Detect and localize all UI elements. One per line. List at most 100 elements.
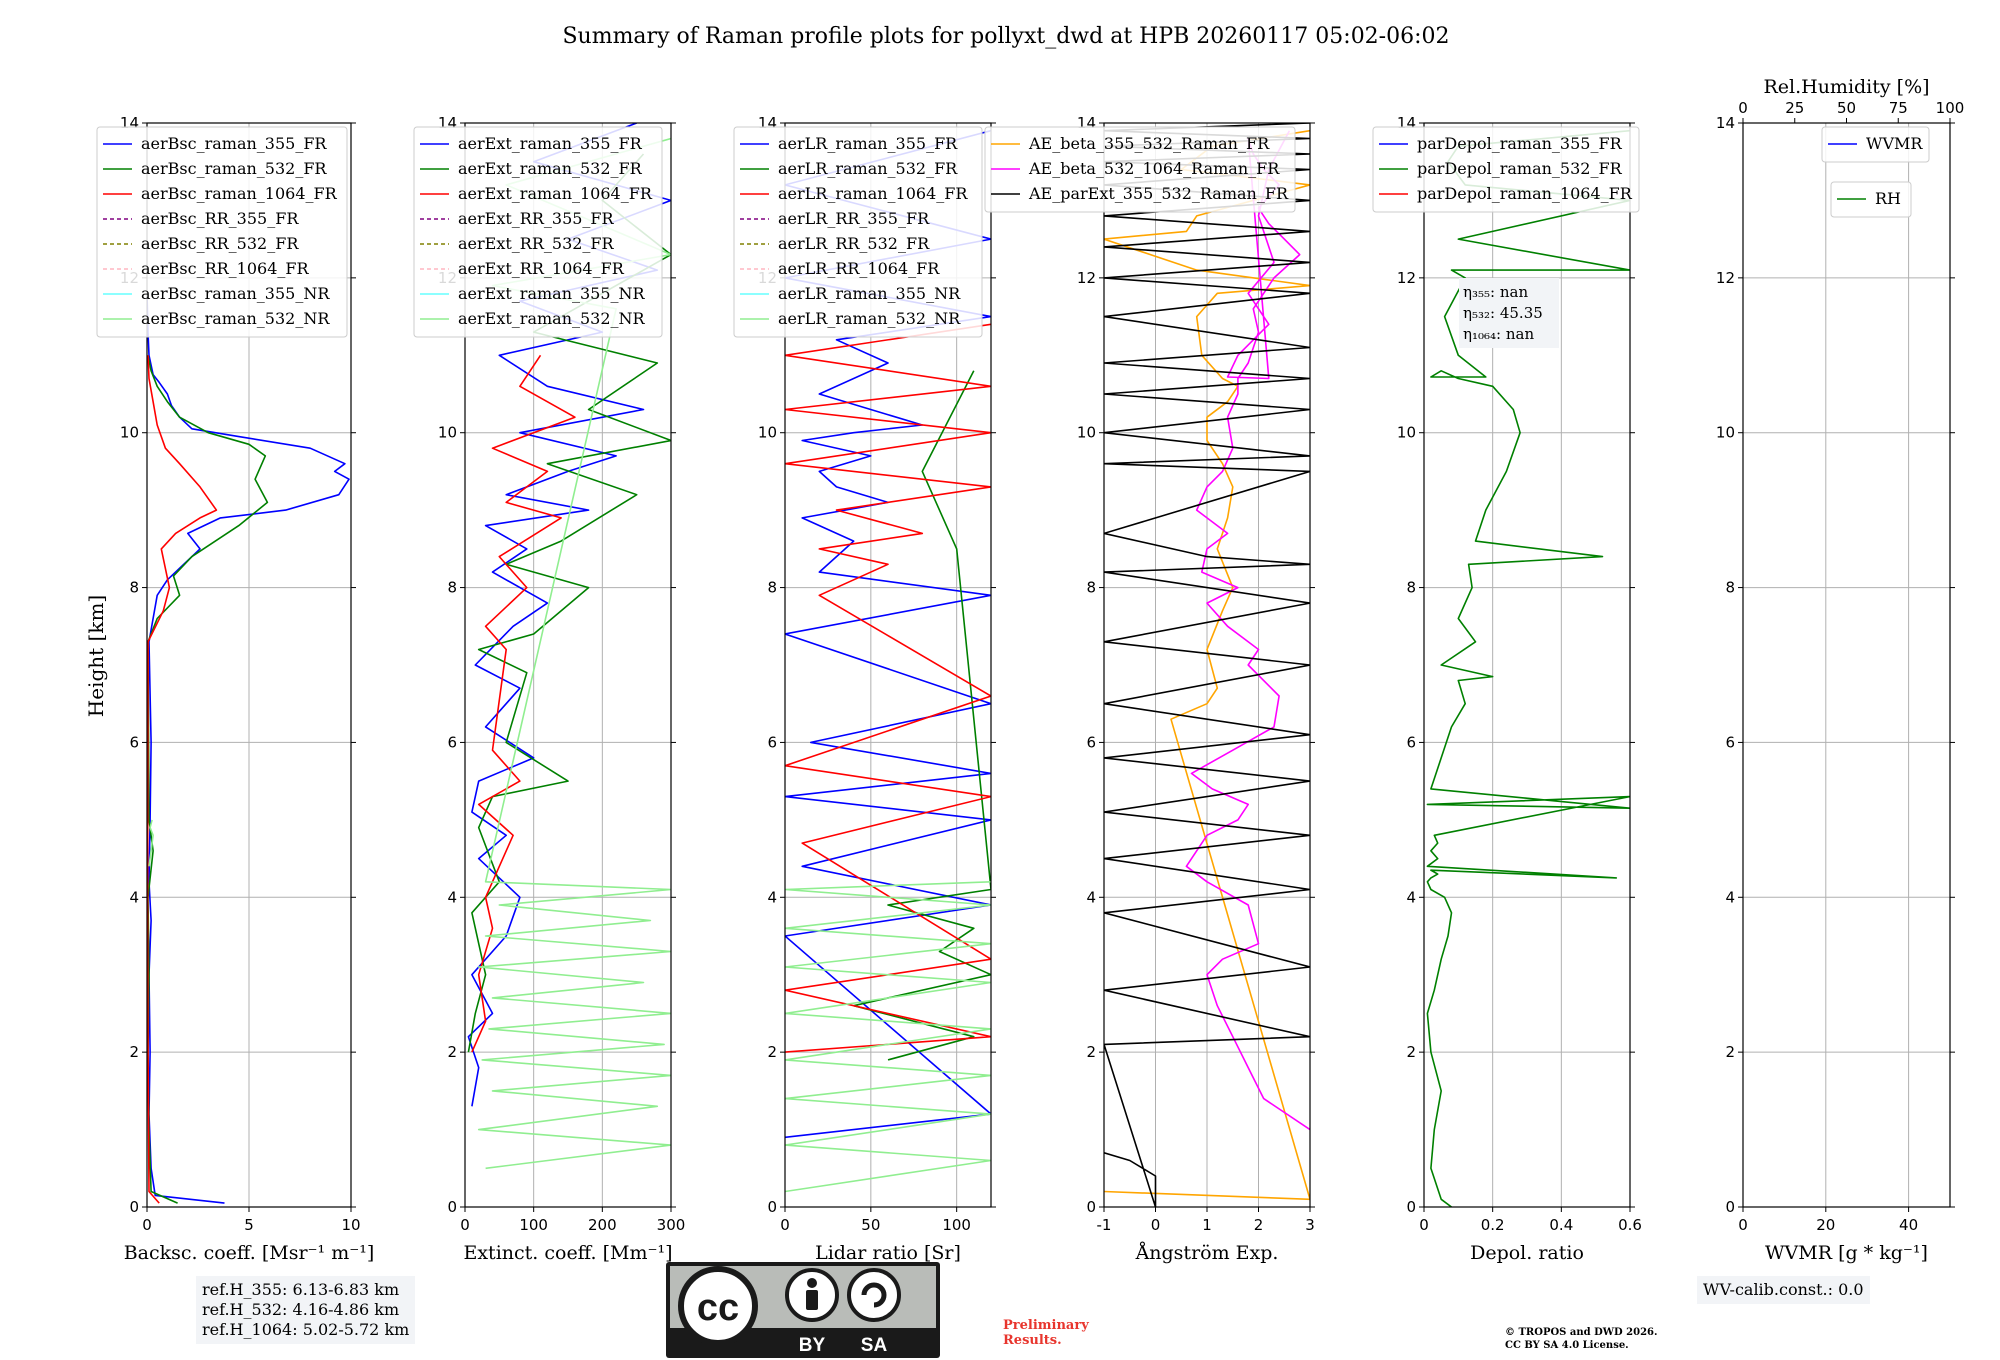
- legend-label: RH: [1875, 189, 1901, 208]
- legend-label: aerBsc_raman_1064_FR: [141, 184, 338, 203]
- y-tick-label: 8: [1725, 579, 1735, 597]
- series-aerBsc_raman_532_FR: [147, 355, 269, 1204]
- y-tick-label: 10: [1077, 424, 1096, 442]
- y-tick-label: 10: [438, 424, 457, 442]
- top-x-tick-label: 75: [1889, 99, 1908, 117]
- top-x-tick-label: 100: [1936, 99, 1965, 117]
- series-aerLR_raman_1064_FR: [785, 323, 991, 1053]
- y-tick-label: 4: [1406, 888, 1416, 906]
- legend-label: aerLR_raman_1064_FR: [778, 184, 968, 203]
- series-group: [147, 293, 350, 1204]
- legend-frame: [984, 126, 1296, 213]
- plot-frame: [1423, 122, 1631, 1208]
- plot-frame: [1742, 122, 1951, 1208]
- legend-label: aerBsc_raman_355_NR: [141, 284, 330, 303]
- series-AE_beta_355_532_Raman_FR: [1104, 129, 1310, 1201]
- x-tick-label: 0.4: [1549, 1216, 1573, 1234]
- x-tick-label: 5: [244, 1216, 254, 1234]
- cc-by-label: BY: [799, 1335, 826, 1356]
- legend-label: aerExt_raman_1064_FR: [458, 184, 653, 203]
- legend-label: parDepol_raman_1064_FR: [1417, 184, 1633, 203]
- y-tick-label: 0: [447, 1198, 457, 1216]
- legend-label: aerExt_raman_532_NR: [458, 309, 646, 328]
- legend-label: aerExt_RR_1064_FR: [458, 259, 625, 278]
- x-tick-label: 300: [657, 1216, 686, 1234]
- x-axis-label: Ångström Exp.: [1135, 1242, 1279, 1264]
- preliminary-line-1: Preliminary: [1003, 1318, 1089, 1333]
- legend-label: aerExt_raman_355_FR: [458, 134, 643, 153]
- y-tick-label: 6: [1086, 733, 1096, 751]
- y-tick-label: 12: [1716, 269, 1735, 287]
- top-x-axis-label: Rel.Humidity [%]: [1763, 76, 1929, 98]
- x-tick-label: 0.2: [1481, 1216, 1505, 1234]
- legend-frame: [413, 126, 663, 338]
- y-tick-label: 14: [1716, 114, 1735, 132]
- x-tick-label: 0.6: [1618, 1216, 1642, 1234]
- y-tick-label: 12: [1397, 269, 1416, 287]
- ref-height-355: ref.H_355: 6.13-6.83 km: [202, 1280, 400, 1299]
- y-tick-label: 4: [767, 888, 777, 906]
- legend: aerBsc_raman_355_FR aerBsc_raman_532_FRae…: [96, 126, 348, 338]
- cc-license-badge: cc BY SA: [666, 1262, 940, 1358]
- cc-logo-text: cc: [697, 1287, 739, 1329]
- x-tick-label: 100: [519, 1216, 548, 1234]
- x-tick-label: 1: [1202, 1216, 1212, 1234]
- y-tick-label: 0: [129, 1198, 139, 1216]
- legend-label: parDepol_raman_532_FR: [1417, 159, 1623, 178]
- series-aerBsc_raman_1064_FR: [147, 355, 218, 1204]
- copyright-line-2: CC BY SA 4.0 License.: [1505, 1340, 1629, 1351]
- legend: aerExt_raman_355_FR aerExt_raman_532_FRae…: [413, 126, 663, 338]
- y-tick-label: 10: [1716, 424, 1735, 442]
- x-tick-label: 0: [1151, 1216, 1161, 1234]
- y-tick-label: 2: [447, 1043, 457, 1061]
- panel-ext: 024681012140100200300Extinct. coeff. [Mm…: [413, 114, 686, 1264]
- legend: AE_beta_355_532_Raman_FR AE_beta_532_1064…: [984, 126, 1296, 213]
- eta-value: η₁₀₆₄: nan: [1463, 325, 1534, 343]
- legend-label: aerBsc_RR_1064_FR: [141, 259, 310, 278]
- y-tick-label: 4: [447, 888, 457, 906]
- y-tick-label: 8: [1086, 579, 1096, 597]
- series-AE_beta_532_1064_Raman_FR: [1185, 130, 1310, 1131]
- legend: parDepol_raman_355_FR parDepol_raman_532_…: [1372, 126, 1640, 213]
- legend-label: aerBsc_raman_532_NR: [141, 309, 330, 328]
- x-axis-label: Lidar ratio [Sr]: [815, 1242, 961, 1264]
- by-person-head: [807, 1278, 817, 1288]
- y-tick-label: 8: [1406, 579, 1416, 597]
- copyright-line-1: © TROPOS and DWD 2026.: [1505, 1327, 1658, 1338]
- x-tick-label: 0: [142, 1216, 152, 1234]
- x-tick-label: 2: [1254, 1216, 1264, 1234]
- plot-frame: [784, 122, 992, 1208]
- legend-label: aerLR_raman_532_NR: [778, 309, 961, 328]
- y-tick-label: 6: [767, 733, 777, 751]
- x-tick-label: 0: [1419, 1216, 1429, 1234]
- series-aerBsc_raman_532_NR: [148, 819, 154, 867]
- x-tick-label: 50: [861, 1216, 880, 1234]
- panel-bsc: 024681012140510Backsc. coeff. [Msr⁻¹ m⁻¹…: [96, 114, 374, 1264]
- x-tick-label: 0: [1738, 1216, 1748, 1234]
- y-tick-label: 6: [447, 733, 457, 751]
- y-tick-label: 4: [1086, 888, 1096, 906]
- legend-label: aerLR_RR_1064_FR: [778, 259, 940, 278]
- x-tick-label: 20: [1816, 1216, 1835, 1234]
- y-tick-label: 2: [767, 1043, 777, 1061]
- y-tick-label: 10: [758, 424, 777, 442]
- y-tick-label: 0: [1406, 1198, 1416, 1216]
- legend-label: aerLR_raman_355_NR: [778, 284, 961, 303]
- legend: WVMR: [1821, 126, 1930, 163]
- legend-label: aerExt_RR_532_FR: [458, 234, 615, 253]
- cc-sa-label: SA: [861, 1335, 888, 1356]
- series-aerExt_raman_1064_FR: [471, 354, 576, 1053]
- y-tick-label: 10: [120, 424, 139, 442]
- legend-frame: [1821, 126, 1930, 163]
- x-tick-label: 100: [942, 1216, 971, 1234]
- copyright-note: © TROPOS and DWD 2026. CC BY SA 4.0 Lice…: [1505, 1326, 1657, 1352]
- x-tick-label: 200: [588, 1216, 617, 1234]
- y-tick-label: 4: [129, 888, 139, 906]
- eta-value: η₅₃₂: 45.35: [1463, 304, 1543, 322]
- y-tick-label: 8: [129, 579, 139, 597]
- sa-icon: [847, 1268, 901, 1322]
- y-tick-label: 0: [1086, 1198, 1096, 1216]
